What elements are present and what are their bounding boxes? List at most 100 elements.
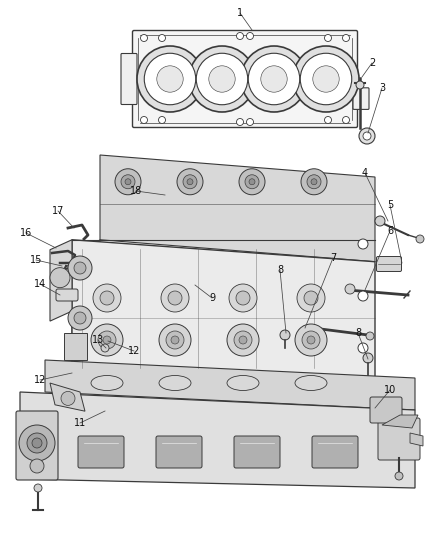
Text: 18: 18 bbox=[130, 186, 142, 196]
Polygon shape bbox=[410, 433, 423, 446]
Circle shape bbox=[177, 169, 203, 195]
Circle shape bbox=[247, 118, 254, 125]
Polygon shape bbox=[72, 240, 375, 400]
Polygon shape bbox=[64, 333, 87, 360]
Circle shape bbox=[311, 179, 317, 185]
Text: 9: 9 bbox=[209, 293, 215, 303]
Circle shape bbox=[325, 117, 332, 124]
Circle shape bbox=[115, 169, 141, 195]
Circle shape bbox=[34, 484, 42, 492]
Circle shape bbox=[157, 66, 183, 92]
Text: 16: 16 bbox=[20, 228, 32, 238]
Circle shape bbox=[227, 324, 259, 356]
Circle shape bbox=[103, 336, 111, 344]
FancyBboxPatch shape bbox=[377, 256, 402, 271]
FancyBboxPatch shape bbox=[16, 411, 58, 480]
Circle shape bbox=[239, 169, 265, 195]
Circle shape bbox=[293, 46, 359, 112]
Circle shape bbox=[50, 268, 70, 288]
Circle shape bbox=[307, 336, 315, 344]
Circle shape bbox=[304, 291, 318, 305]
Circle shape bbox=[343, 35, 350, 42]
Circle shape bbox=[237, 118, 244, 125]
Circle shape bbox=[363, 132, 371, 140]
Circle shape bbox=[261, 66, 287, 92]
Circle shape bbox=[125, 179, 131, 185]
Circle shape bbox=[301, 169, 327, 195]
Circle shape bbox=[68, 306, 92, 330]
Circle shape bbox=[356, 81, 364, 89]
FancyBboxPatch shape bbox=[378, 418, 420, 460]
Circle shape bbox=[168, 291, 182, 305]
Polygon shape bbox=[72, 240, 100, 400]
Circle shape bbox=[189, 46, 255, 112]
Circle shape bbox=[236, 291, 250, 305]
Circle shape bbox=[137, 46, 203, 112]
Polygon shape bbox=[45, 360, 415, 410]
Circle shape bbox=[229, 284, 257, 312]
Circle shape bbox=[93, 284, 121, 312]
Circle shape bbox=[183, 175, 197, 189]
Circle shape bbox=[91, 324, 123, 356]
Circle shape bbox=[159, 324, 191, 356]
Circle shape bbox=[241, 46, 307, 112]
Circle shape bbox=[144, 53, 196, 105]
Circle shape bbox=[248, 53, 300, 105]
Circle shape bbox=[196, 53, 248, 105]
Text: 1: 1 bbox=[237, 8, 243, 18]
Text: 7: 7 bbox=[330, 253, 336, 263]
Text: 11: 11 bbox=[74, 418, 86, 428]
Circle shape bbox=[363, 353, 373, 363]
Circle shape bbox=[325, 35, 332, 42]
Circle shape bbox=[358, 239, 368, 249]
Circle shape bbox=[159, 117, 166, 124]
Circle shape bbox=[359, 128, 375, 144]
Circle shape bbox=[234, 331, 252, 349]
Circle shape bbox=[32, 438, 42, 448]
Circle shape bbox=[166, 331, 184, 349]
Text: 8: 8 bbox=[277, 265, 283, 275]
Circle shape bbox=[121, 175, 135, 189]
Circle shape bbox=[61, 391, 75, 406]
Polygon shape bbox=[20, 392, 415, 488]
Circle shape bbox=[74, 262, 86, 274]
Circle shape bbox=[245, 175, 259, 189]
FancyBboxPatch shape bbox=[78, 436, 124, 468]
Circle shape bbox=[171, 336, 179, 344]
Circle shape bbox=[249, 179, 255, 185]
Text: 14: 14 bbox=[34, 279, 46, 289]
Circle shape bbox=[307, 175, 321, 189]
Circle shape bbox=[302, 331, 320, 349]
Circle shape bbox=[237, 33, 244, 39]
Circle shape bbox=[300, 53, 352, 105]
Circle shape bbox=[98, 331, 116, 349]
FancyBboxPatch shape bbox=[56, 289, 78, 301]
Ellipse shape bbox=[295, 376, 327, 391]
FancyBboxPatch shape bbox=[121, 53, 137, 104]
Circle shape bbox=[74, 312, 86, 324]
Circle shape bbox=[345, 284, 355, 294]
Circle shape bbox=[100, 291, 114, 305]
Ellipse shape bbox=[159, 376, 191, 391]
Text: 12: 12 bbox=[34, 375, 46, 385]
Circle shape bbox=[280, 330, 290, 340]
Circle shape bbox=[239, 336, 247, 344]
Circle shape bbox=[247, 33, 254, 39]
FancyBboxPatch shape bbox=[370, 397, 402, 423]
Text: 4: 4 bbox=[362, 168, 368, 178]
Circle shape bbox=[366, 332, 374, 340]
Text: 12: 12 bbox=[128, 346, 140, 356]
Text: 15: 15 bbox=[30, 255, 42, 265]
Circle shape bbox=[343, 117, 350, 124]
FancyBboxPatch shape bbox=[353, 88, 369, 109]
Polygon shape bbox=[382, 415, 418, 428]
Circle shape bbox=[297, 284, 325, 312]
Circle shape bbox=[27, 433, 47, 453]
Circle shape bbox=[161, 284, 189, 312]
Circle shape bbox=[375, 216, 385, 226]
Circle shape bbox=[295, 324, 327, 356]
Text: 2: 2 bbox=[369, 58, 375, 68]
Text: 17: 17 bbox=[52, 206, 64, 216]
Circle shape bbox=[209, 66, 235, 92]
Ellipse shape bbox=[227, 376, 259, 391]
